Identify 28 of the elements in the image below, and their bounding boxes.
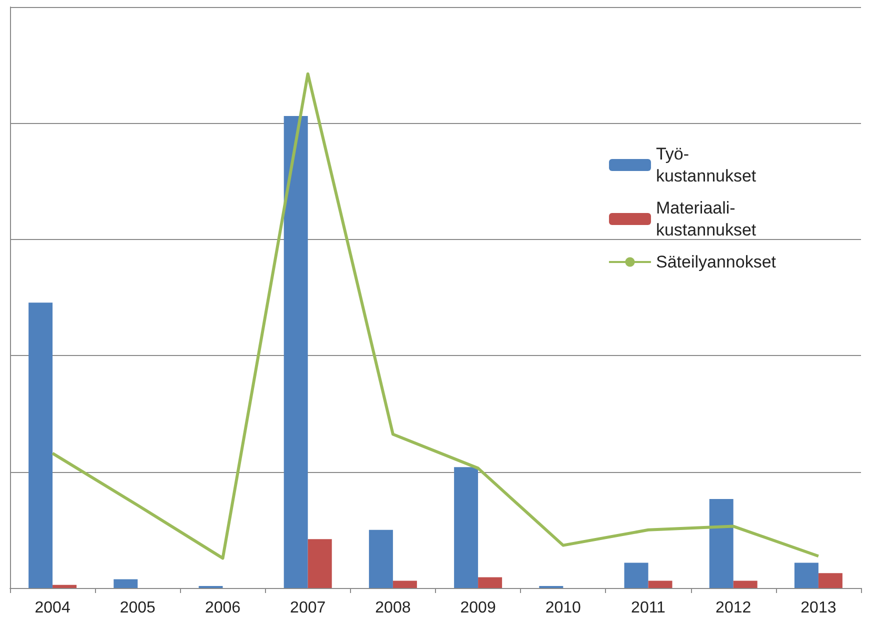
bar [733, 580, 758, 588]
bar [52, 584, 77, 588]
x-tick-label: 2004 [34, 600, 70, 616]
x-tick-label: 2008 [375, 600, 411, 616]
bar [794, 562, 818, 588]
bar [648, 580, 672, 588]
x-tick-label: 2005 [120, 600, 156, 616]
bar [478, 577, 502, 588]
bar [709, 499, 734, 588]
x-tick-label: 2009 [460, 600, 496, 616]
bar [392, 580, 417, 588]
bar [28, 302, 53, 588]
x-tick-label: 2006 [204, 600, 241, 616]
legend-label: Materiaali-kustannukset [656, 198, 756, 240]
legend-label: Työ-kustannukset [656, 144, 756, 186]
x-tick-label: 2007 [290, 600, 326, 616]
bar [114, 579, 138, 588]
bar [818, 573, 842, 588]
x-tick-label: 2011 [631, 600, 666, 616]
bar [624, 562, 648, 588]
bar [454, 467, 478, 588]
x-tick-label: 2010 [545, 600, 582, 616]
x-tick-label: 2013 [800, 600, 836, 616]
bar [284, 116, 308, 588]
x-tick-label: 2012 [716, 600, 752, 616]
bar [368, 530, 393, 588]
bar [308, 539, 332, 588]
legend-label: Säteilyannokset [656, 252, 776, 272]
